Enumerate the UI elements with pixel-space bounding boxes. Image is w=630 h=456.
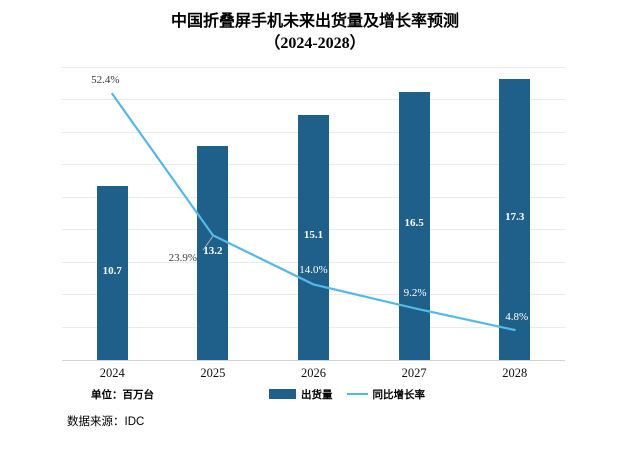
plot-area: 10.7 2024 13.2 2025 15.1 2026 16.5 2027 17.3 2028… — [62, 67, 565, 380]
legend-line-label: 同比增长率 — [372, 388, 426, 401]
legend-line-swatch-icon — [346, 393, 368, 395]
growth-line-layer — [111, 92, 516, 332]
label-leader-line — [202, 235, 214, 251]
bar-2027 — [398, 92, 430, 360]
chart-title: 中国折叠屏手机未来出货量及增长率预测 （2024-2028） — [0, 11, 630, 56]
bar-value-label-2028: 17.3 — [505, 210, 525, 223]
bar-2024 — [96, 186, 128, 360]
growth-rate-label-2025: 23.9% — [168, 252, 198, 265]
growth-rate-label-2028: 4.8% — [505, 310, 529, 323]
x-axis-label-2028: 2028 — [502, 366, 528, 380]
bar-2025 — [197, 145, 229, 360]
legend: 出货量 同比增长率 — [269, 386, 425, 402]
gridline — [62, 99, 565, 101]
growth-rate-label-2024: 52.4% — [91, 73, 120, 86]
bar-value-label-2025: 13.2 — [203, 244, 223, 257]
bar-2028 — [499, 79, 531, 360]
bar-value-label-2024: 10.7 — [102, 265, 122, 278]
gridline — [62, 67, 565, 68]
x-axis-label-2026: 2026 — [301, 366, 326, 380]
bar-value-label-2026: 15.1 — [303, 229, 324, 242]
x-axis-label-2025: 2025 — [200, 366, 226, 380]
unit-note: 单位：百万台 — [91, 389, 154, 401]
x-axis-label-2024: 2024 — [99, 366, 125, 380]
bar-2026 — [298, 115, 329, 360]
bar-value-label-2027: 16.5 — [404, 217, 424, 230]
legend-bar-swatch-icon — [269, 389, 296, 399]
chart-title-line2: （2024-2028） — [264, 35, 366, 53]
growth-rate-label-2027: 9.2% — [403, 287, 427, 300]
chart-title-line1: 中国折叠屏手机未来出货量及增长率预测 — [170, 13, 459, 30]
legend-bar-label: 出货量 — [301, 388, 333, 401]
x-axis-label-2027: 2027 — [401, 366, 427, 380]
source-note: 数据来源：IDC — [67, 416, 145, 428]
growth-rate-label-2026: 14.0% — [299, 264, 328, 277]
growth-rate-line — [111, 92, 516, 332]
